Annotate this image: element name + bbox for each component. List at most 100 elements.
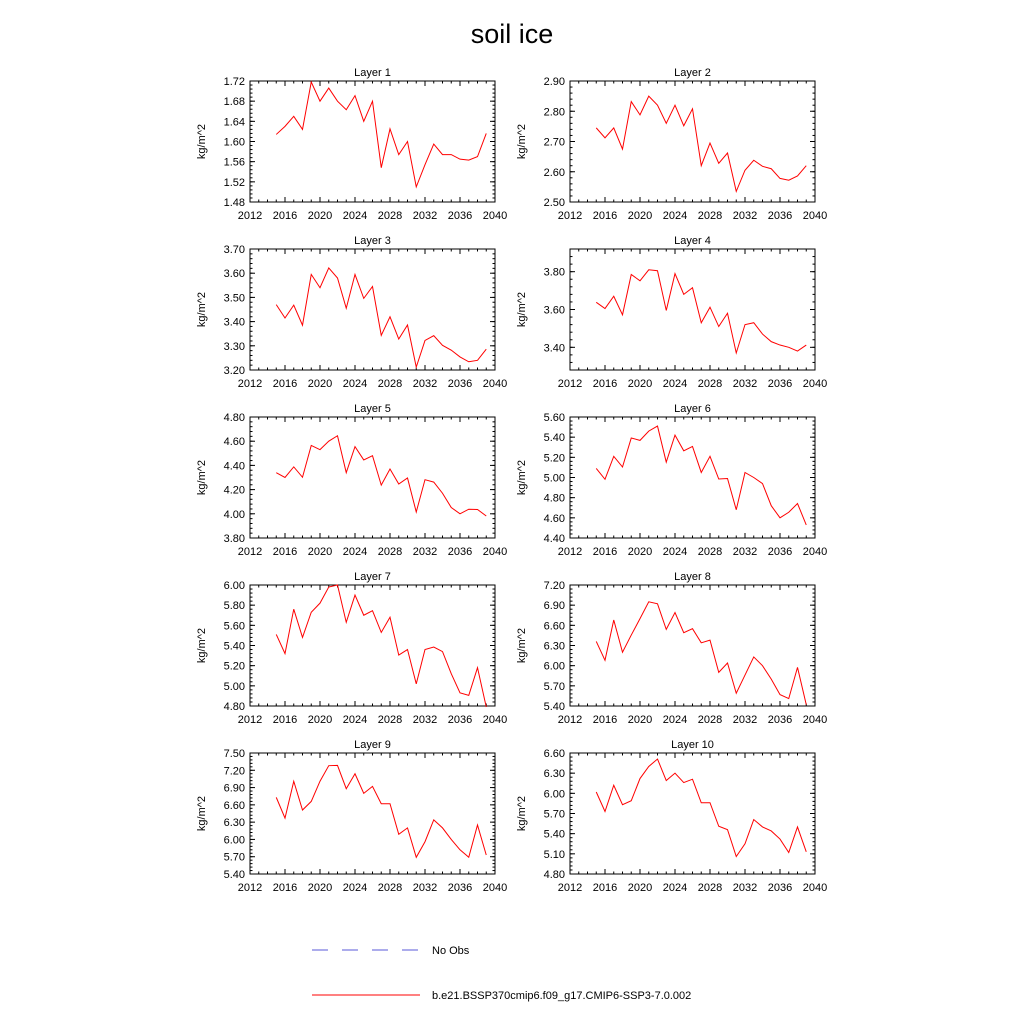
- series-line-layer-4: [595, 269, 807, 355]
- panel-layer-9: Layer 9 2012 2016 2020 2024 2028 2032 2036 2040 5…: [196, 739, 507, 894]
- x-tick-label: 2040: [483, 210, 507, 222]
- y-axis-label: kg/m^2: [516, 628, 528, 663]
- panel-frame: [569, 416, 816, 539]
- y-tick-label: 4.60: [544, 513, 565, 525]
- figure-title: soil ice: [471, 19, 554, 49]
- y-tick-label: 6.30: [544, 768, 565, 780]
- panel-frame: [569, 248, 816, 371]
- y-tick-label: 5.10: [544, 849, 565, 861]
- x-tick-label: 2040: [483, 546, 507, 558]
- y-axis-label: kg/m^2: [516, 796, 528, 831]
- y-tick-label: 4.40: [224, 460, 245, 472]
- panel-title: Layer 6: [674, 403, 711, 415]
- y-tick-label: 3.80: [224, 533, 245, 545]
- y-tick-label: 5.20: [224, 661, 245, 673]
- y-tick-label: 3.20: [224, 365, 245, 377]
- series-line-layer-7: [275, 584, 487, 708]
- y-tick-label: 6.00: [544, 788, 565, 800]
- x-tick-label: 2040: [803, 546, 827, 558]
- y-axis-label: kg/m^2: [516, 124, 528, 159]
- series-line-layer-8: [595, 601, 807, 705]
- y-axis-label: kg/m^2: [516, 460, 528, 495]
- x-tick-label: 2032: [413, 210, 437, 222]
- panel-layer-8: Layer 8 2012 2016 2020 2024 2028 2032 2036 2040 5…: [516, 571, 827, 726]
- panel-title: Layer 5: [354, 403, 391, 415]
- x-tick-label: 2016: [593, 378, 617, 390]
- y-tick-label: 4.80: [224, 412, 245, 424]
- y-tick-label: 5.80: [224, 600, 245, 612]
- y-tick-label: 4.40: [544, 533, 565, 545]
- x-tick-label: 2028: [698, 210, 722, 222]
- x-tick-label: 2036: [448, 882, 472, 894]
- x-tick-label: 2020: [628, 882, 652, 894]
- y-tick-label: 6.00: [544, 661, 565, 673]
- panel-title: Layer 2: [674, 67, 711, 79]
- legend-obs-label: No Obs: [432, 945, 470, 957]
- x-tick-label: 2024: [343, 378, 367, 390]
- x-tick-label: 2024: [343, 546, 367, 558]
- x-tick-label: 2036: [448, 546, 472, 558]
- panel-title: Layer 9: [354, 739, 391, 751]
- x-tick-label: 2028: [698, 882, 722, 894]
- x-tick-label: 2040: [483, 882, 507, 894]
- x-tick-label: 2028: [378, 714, 402, 726]
- x-tick-label: 2028: [378, 210, 402, 222]
- y-tick-label: 3.80: [544, 267, 565, 279]
- x-tick-label: 2028: [698, 378, 722, 390]
- x-tick-label: 2024: [343, 882, 367, 894]
- y-tick-label: 6.00: [224, 580, 245, 592]
- series-line-layer-2: [595, 95, 807, 194]
- x-tick-label: 2012: [558, 714, 582, 726]
- x-tick-label: 2028: [378, 546, 402, 558]
- y-tick-label: 6.60: [224, 800, 245, 812]
- x-tick-label: 2032: [413, 714, 437, 726]
- y-tick-label: 2.50: [544, 197, 565, 209]
- y-tick-label: 3.60: [224, 268, 245, 280]
- x-tick-label: 2036: [448, 714, 472, 726]
- panel-frame: [249, 416, 496, 539]
- x-tick-label: 2016: [593, 546, 617, 558]
- panels: Layer 1 2012 2016 2020 2024 2028 2032 2036 2040 1…: [196, 67, 827, 894]
- panel-title: Layer 8: [674, 571, 711, 583]
- y-tick-label: 5.00: [224, 681, 245, 693]
- x-tick-label: 2028: [698, 714, 722, 726]
- x-tick-label: 2032: [413, 378, 437, 390]
- series-line-layer-1: [275, 80, 487, 189]
- y-tick-label: 3.60: [544, 305, 565, 317]
- panel-title: Layer 7: [354, 571, 391, 583]
- x-tick-label: 2024: [663, 378, 687, 390]
- x-tick-label: 2032: [733, 714, 757, 726]
- x-tick-label: 2016: [273, 210, 297, 222]
- y-tick-label: 4.20: [224, 485, 245, 497]
- y-tick-label: 2.70: [544, 137, 565, 149]
- y-tick-label: 7.50: [224, 748, 245, 760]
- x-tick-label: 2012: [238, 546, 262, 558]
- x-tick-label: 2012: [558, 546, 582, 558]
- y-tick-label: 1.52: [224, 177, 245, 189]
- panel-layer-5: Layer 5 2012 2016 2020 2024 2028 2032 2036 2040 3…: [196, 403, 507, 558]
- x-tick-label: 2016: [593, 210, 617, 222]
- panel-layer-6: Layer 6 2012 2016 2020 2024 2028 2032 2036 2040 4…: [516, 403, 827, 558]
- y-tick-label: 6.30: [544, 641, 565, 653]
- y-axis-label: kg/m^2: [196, 796, 208, 831]
- y-tick-label: 4.80: [544, 869, 565, 881]
- x-tick-label: 2020: [628, 210, 652, 222]
- x-tick-label: 2016: [273, 882, 297, 894]
- y-tick-label: 6.90: [544, 600, 565, 612]
- x-tick-label: 2020: [628, 546, 652, 558]
- legend-item-model: b.e21.BSSP370cmip6.f09_g17.CMIP6-SSP3-7.…: [312, 990, 691, 1002]
- y-tick-label: 5.20: [544, 452, 565, 464]
- x-tick-label: 2040: [803, 378, 827, 390]
- panel-frame: [249, 80, 496, 203]
- y-tick-label: 5.40: [544, 701, 565, 713]
- x-tick-label: 2028: [698, 546, 722, 558]
- x-tick-label: 2036: [768, 210, 792, 222]
- x-tick-label: 2028: [378, 882, 402, 894]
- series-line-layer-6: [595, 425, 807, 526]
- y-tick-label: 5.70: [544, 681, 565, 693]
- x-tick-label: 2020: [628, 378, 652, 390]
- panel-frame: [249, 248, 496, 371]
- x-tick-label: 2032: [733, 882, 757, 894]
- y-tick-label: 5.40: [224, 869, 245, 881]
